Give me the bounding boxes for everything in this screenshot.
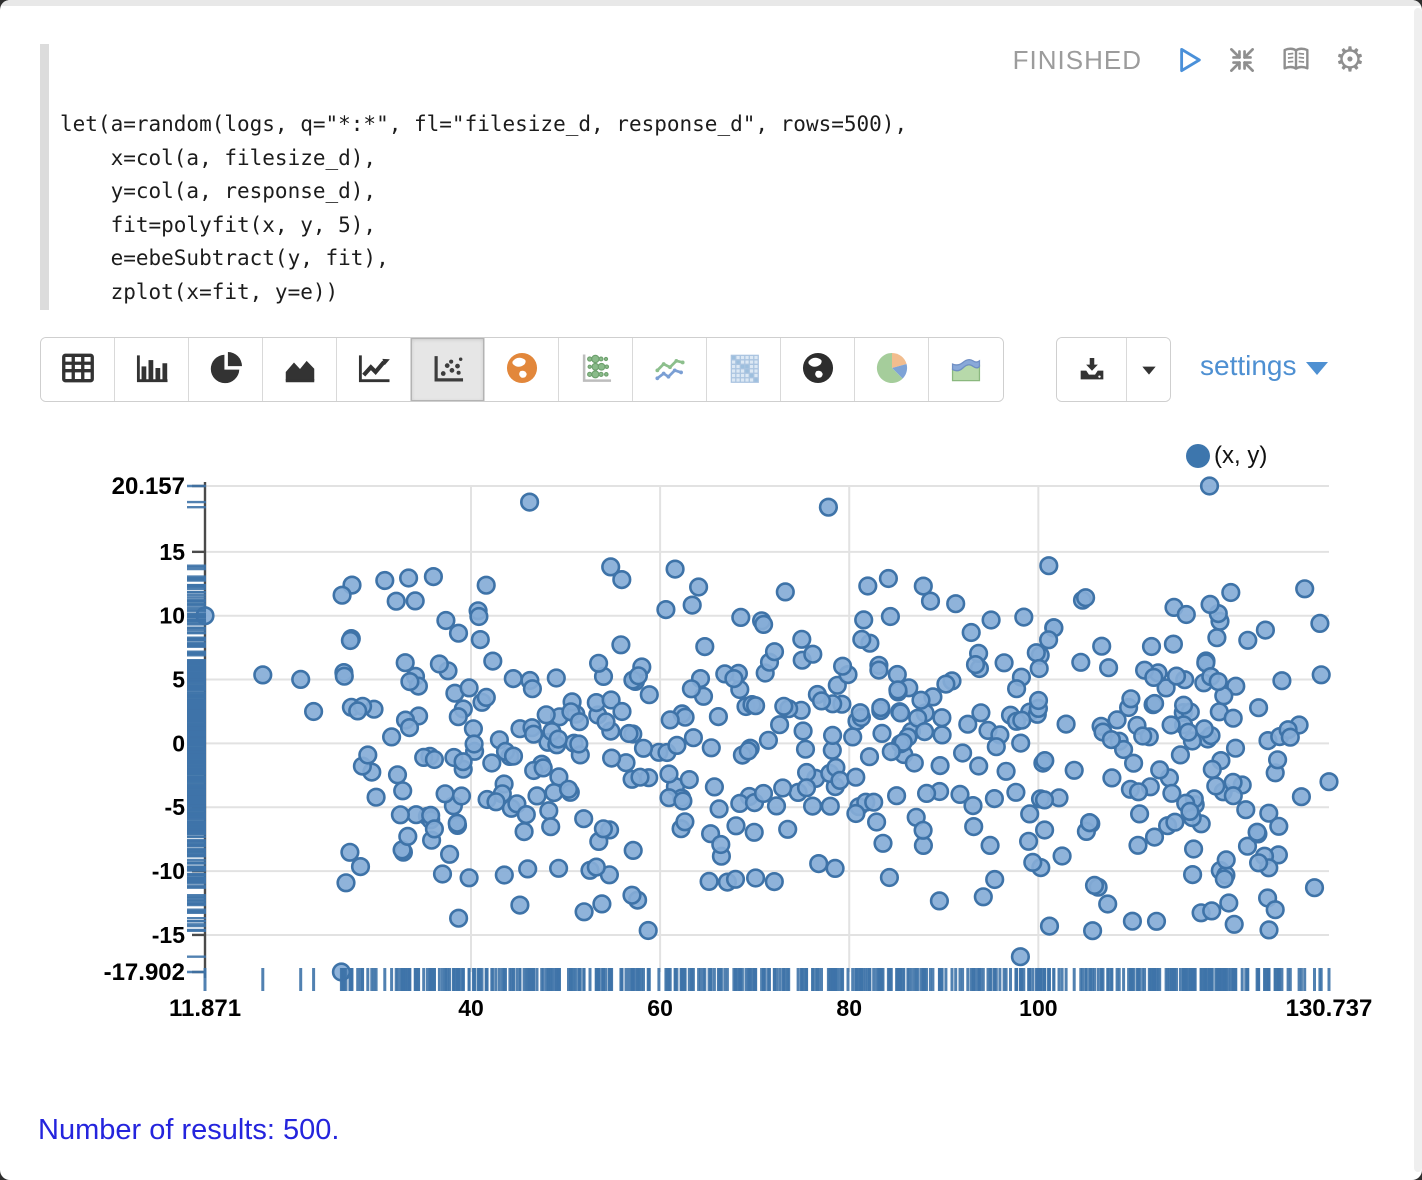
settings-link[interactable]: settings (1200, 350, 1328, 382)
paragraph-status-row: FINISHED ⚙ (1013, 42, 1368, 78)
paragraph-gutter (40, 44, 49, 310)
svg-text:-10: -10 (152, 858, 185, 884)
multi-line-chart-icon (651, 349, 689, 390)
chart-type-scatter-button[interactable] (411, 338, 485, 401)
chart-type-table-button[interactable] (41, 338, 115, 401)
chart-type-area-button[interactable] (263, 338, 337, 401)
pie-chart-icon (207, 349, 245, 390)
map-orange-chart-icon (503, 349, 541, 390)
svg-text:-15: -15 (152, 922, 185, 948)
svg-text:40: 40 (458, 995, 484, 1021)
svg-text:-5: -5 (165, 794, 186, 820)
download-button-group (1056, 337, 1171, 402)
scrollbar-track[interactable] (1414, 8, 1422, 1172)
y-axis-labels: 20.157 15 10 5 0 -5 -10 -15 -17.902 (104, 473, 186, 986)
chart-type-globe-dark-button[interactable] (781, 338, 855, 401)
settings-label: settings (1200, 350, 1297, 381)
svg-text:10: 10 (159, 603, 185, 629)
chart-type-multi-line-button[interactable] (633, 338, 707, 401)
chart-type-area-colored-button[interactable] (929, 338, 1003, 401)
chart-type-bubble-button[interactable] (559, 338, 633, 401)
gear-icon[interactable]: ⚙ (1334, 40, 1366, 80)
chart-type-pie-colored-button[interactable] (855, 338, 929, 401)
chevron-down-icon (1141, 366, 1156, 375)
svg-text:20.157: 20.157 (112, 473, 185, 500)
chart-type-line-button[interactable] (337, 338, 411, 401)
bar-chart-icon (133, 349, 171, 390)
chart-legend[interactable]: (x, y) (1186, 442, 1267, 470)
book-icon[interactable] (1278, 42, 1314, 78)
scatter-points (195, 476, 1339, 982)
code-editor[interactable]: let(a=random(logs, q="*:*", fl="filesize… (60, 112, 908, 304)
chart-type-bar-button[interactable] (115, 338, 189, 401)
svg-text:100: 100 (1019, 995, 1057, 1021)
download-icon (1080, 357, 1103, 379)
table-chart-icon (59, 349, 97, 390)
pie-colored-chart-icon (873, 349, 911, 390)
heatmap-chart-icon (725, 349, 763, 390)
svg-text:130.737: 130.737 (1286, 995, 1373, 1022)
chart-type-heatmap-button[interactable] (707, 338, 781, 401)
run-icon[interactable] (1170, 42, 1206, 78)
download-button[interactable] (1057, 338, 1127, 401)
svg-text:5: 5 (172, 667, 185, 693)
area-chart-icon (281, 349, 319, 390)
legend-label: (x, y) (1214, 442, 1268, 469)
y-axis-rug (187, 484, 206, 974)
bubble-chart-icon (577, 349, 615, 390)
chart-type-toolbar (40, 337, 1004, 402)
status-label: FINISHED (1012, 44, 1142, 75)
results-count: Number of results: 500. (38, 1114, 340, 1146)
globe-dark-chart-icon (799, 349, 837, 390)
line-chart-icon (355, 349, 393, 390)
settings-caret-icon (1305, 361, 1328, 375)
collapse-icon[interactable] (1224, 42, 1260, 78)
x-axis-rug (203, 968, 1331, 991)
svg-text:0: 0 (172, 730, 185, 756)
window-top-edge (0, 0, 1422, 6)
svg-text:11.871: 11.871 (169, 995, 241, 1022)
download-dropdown-button[interactable] (1127, 338, 1170, 401)
svg-text:-17.902: -17.902 (104, 959, 185, 986)
gridlines (205, 485, 1329, 972)
scatter-chart-icon (429, 349, 467, 390)
area-colored-chart-icon (947, 349, 985, 390)
chart-type-pie-button[interactable] (189, 338, 263, 401)
svg-text:80: 80 (836, 995, 862, 1021)
svg-text:15: 15 (159, 539, 185, 565)
legend-marker-icon (1186, 444, 1210, 468)
chart-type-map-orange-button[interactable] (485, 338, 559, 401)
svg-text:60: 60 (647, 995, 673, 1021)
x-axis-labels: 11.871 40 60 80 100 130.737 (169, 995, 1372, 1022)
